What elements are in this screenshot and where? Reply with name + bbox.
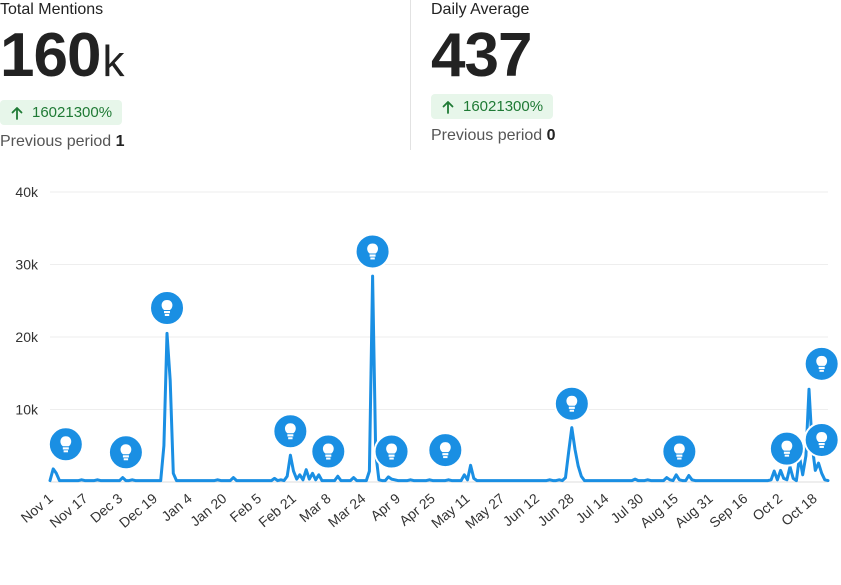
lightbulb-icon-base [442,453,449,456]
lightbulb-icon [566,395,578,406]
lightbulb-icon-base [164,311,171,314]
daily-previous-period: Previous period 0 [431,127,831,145]
lightbulb-icon-base [676,454,683,457]
lightbulb-icon-base [784,454,790,457]
lightbulb-icon-base [123,458,129,461]
lightbulb-icon-base [326,457,331,460]
arrow-up-icon [442,100,454,114]
lightbulb-icon-base [818,442,825,446]
lightbulb-icon [816,431,828,442]
lightbulb-icon-base [62,447,69,450]
lightbulb-icon-base [63,450,69,453]
lightbulb-icon [60,436,72,447]
y-tick-label: 10k [15,402,39,418]
daily-previous-label: Previous period [431,127,543,144]
lightbulb-icon [816,355,828,366]
lightbulb-icon-base [369,254,376,257]
x-tick-label: Dec 19 [116,490,160,531]
x-tick-label: Jun 12 [500,490,543,529]
stats-divider [410,0,411,150]
total-mentions-label: Total Mentions [0,1,104,18]
lightbulb-icon-base [370,257,375,260]
daily-average-value: 437 [431,21,532,90]
lightbulb-icon-base [389,457,394,460]
lightbulb-icon-base [288,437,293,440]
arrow-up-icon [11,106,23,120]
series-line [48,274,830,483]
total-mentions-change-badge: 16021300% [0,100,123,125]
lightbulb-icon-base [818,366,825,370]
x-tick-label: Jun 28 [534,490,577,529]
total-mentions-unit: k [102,37,125,86]
daily-average-card: Daily Average 437 16021300% Previous per… [431,0,831,145]
x-tick-label: Nov 17 [46,490,90,531]
x-tick-label: Sep 16 [706,490,750,531]
y-tick-label: 30k [15,257,39,273]
x-tick-label: Oct 18 [778,490,820,529]
total-mentions-card: Total Mentions 160k 16021300% Previous p… [0,0,400,151]
lightbulb-icon [284,423,296,434]
lightbulb-icon [120,444,132,455]
total-mentions-value: 160k [0,24,400,94]
lightbulb-icon-base [819,445,824,448]
daily-average-change-badge: 16021300% [431,94,554,119]
total-mentions-number: 160 [0,21,101,90]
lightbulb-icon [367,243,378,254]
x-tick-label: Jul 14 [573,490,612,526]
lightbulb-icon [161,300,173,310]
lightbulb-icon-base [388,454,395,457]
x-tick-label: Aug 15 [637,490,681,531]
x-tick-label: Jan 20 [187,490,230,529]
total-mentions-change: 16021300% [32,104,113,121]
lightbulb-icon-base [443,456,448,459]
lightbulb-icon-base [164,314,170,316]
y-tick-label: 40k [15,184,39,200]
lightbulb-icon [439,442,451,453]
daily-average-label: Daily Average [431,1,530,18]
x-tick-label: Mar 24 [325,490,369,530]
lightbulb-icon-base [568,406,575,409]
lightbulb-icon [781,440,793,451]
lightbulb-icon-base [783,451,790,454]
lightbulb-icon [322,443,334,454]
lightbulb-icon [386,443,397,454]
total-previous-value: 1 [115,133,125,150]
lightbulb-icon-base [287,434,294,437]
daily-previous-value: 0 [546,127,556,144]
lightbulb-icon-base [569,409,575,412]
lightbulb-icon-base [325,454,332,457]
total-previous-period: Previous period 1 [0,133,400,151]
lightbulb-icon-base [677,457,682,460]
lightbulb-icon-base [122,455,129,458]
x-tick-label: May 27 [462,490,508,532]
total-previous-label: Previous period [0,133,112,150]
x-tick-label: Aug 31 [671,490,715,531]
x-tick-label: Feb 21 [255,490,299,530]
y-tick-label: 20k [15,329,39,345]
lightbulb-icon [673,443,685,454]
lightbulb-icon-base [819,369,824,372]
daily-average-change: 16021300% [463,98,544,115]
